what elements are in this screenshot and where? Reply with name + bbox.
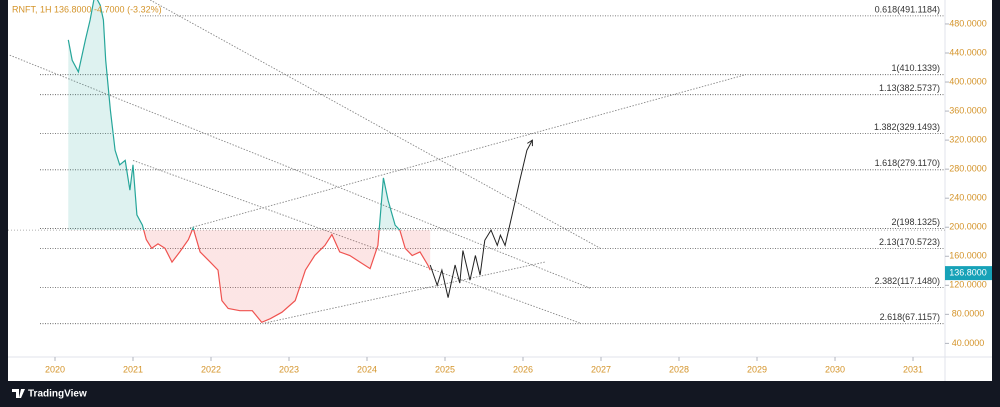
chart-title: RNFT, 1H 136.8000 -4.7000 (-3.32%) <box>12 4 162 14</box>
y-tick-label: 440.0000 <box>949 47 987 57</box>
plot <box>8 0 945 325</box>
brand-name[interactable]: TradingView <box>28 389 87 400</box>
fib-label: 1.382(329.1493) <box>874 122 940 132</box>
price-tag-label: 136.8000 <box>949 267 987 277</box>
x-tick-label: 2020 <box>45 364 65 374</box>
x-tick-label: 2025 <box>435 364 455 374</box>
y-tick-label: 400.0000 <box>949 76 987 86</box>
price-tag <box>945 266 992 281</box>
y-tick-label: 320.0000 <box>949 134 987 144</box>
arrow-head <box>527 139 533 147</box>
trendline <box>189 74 746 229</box>
y-tick-label: 280.0000 <box>949 164 987 174</box>
fib-label: 2.382(117.1480) <box>875 276 940 286</box>
x-tick-label: 2031 <box>903 364 923 374</box>
fib-label: 1.13(382.5737) <box>879 83 940 93</box>
y-tick-label: 240.0000 <box>949 193 987 203</box>
price-line <box>67 0 431 324</box>
axes: 40.0000 80.0000 120.0000 160.0000 200.0000 24… <box>45 4 992 374</box>
y-tick-label: 80.0000 <box>952 309 985 319</box>
y-tick-label: 120.0000 <box>949 280 987 290</box>
y-tick-label: 480.0000 <box>949 18 987 28</box>
x-tick-label: 2029 <box>747 364 767 374</box>
y-tick-label: 160.0000 <box>949 251 987 261</box>
y-tick-label: 360.0000 <box>949 105 987 115</box>
fib-label: 1.618(279.1170) <box>875 158 940 168</box>
x-tick-label: 2028 <box>669 364 689 374</box>
brand-logo[interactable]: TradingView <box>12 389 87 400</box>
y-tick-label: 200.0000 <box>949 222 987 232</box>
trendline <box>9 54 591 289</box>
x-tick-label: 2024 <box>357 364 377 374</box>
fib-label: 2(198.1325) <box>891 217 940 227</box>
panel <box>8 0 992 381</box>
x-tick-label: 2022 <box>201 364 221 374</box>
fib-label: 2.13(170.5723) <box>879 237 940 247</box>
fib-label: 1(410.1339) <box>891 63 940 73</box>
x-tick-label: 2026 <box>513 364 533 374</box>
logo-icon <box>12 389 25 398</box>
fib-label: 2.618(67.1157) <box>880 312 940 322</box>
projection-line <box>429 139 533 298</box>
y-tick-label: 40.0000 <box>952 338 985 348</box>
x-tick-label: 2023 <box>279 364 299 374</box>
price-area <box>68 0 431 323</box>
x-tick-label: 2030 <box>825 364 845 374</box>
fib-label: 0.618(491.1184) <box>875 4 940 14</box>
x-tick-label: 2021 <box>123 364 143 374</box>
x-tick-label: 2027 <box>591 364 611 374</box>
